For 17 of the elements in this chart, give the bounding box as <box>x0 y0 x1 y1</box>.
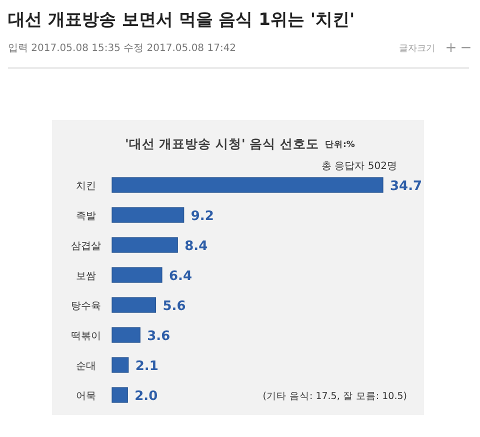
category: 탕수육 <box>71 301 101 312</box>
annotation: 총 응답자 502명 <box>322 161 397 172</box>
annotation: (기타 음식: 17.5, 잘 모름: 10.5) <box>262 391 407 402</box>
annotation: − <box>460 40 472 56</box>
title: 대선 개표방송 보면서 먹을 음식 1위는 '치킨' <box>8 10 355 30</box>
annotation: + <box>445 40 457 56</box>
category: 어묵 <box>76 391 96 402</box>
category: 떡볶이 <box>71 331 101 342</box>
category: 족발 <box>76 211 96 222</box>
category: 치킨 <box>76 181 96 192</box>
annotation: 단위:% <box>325 140 355 150</box>
category: 보쌈 <box>76 271 96 282</box>
category: 순대 <box>76 361 96 372</box>
annotation: 입력 2017.05.08 15:35 수정 2017.05.08 17:42 <box>8 43 236 54</box>
annotation: 글자크기 <box>399 44 435 54</box>
subtitle: '대선 개표방송 시청' 음식 선호도 <box>124 136 320 151</box>
category: 삼겹살 <box>71 241 101 252</box>
